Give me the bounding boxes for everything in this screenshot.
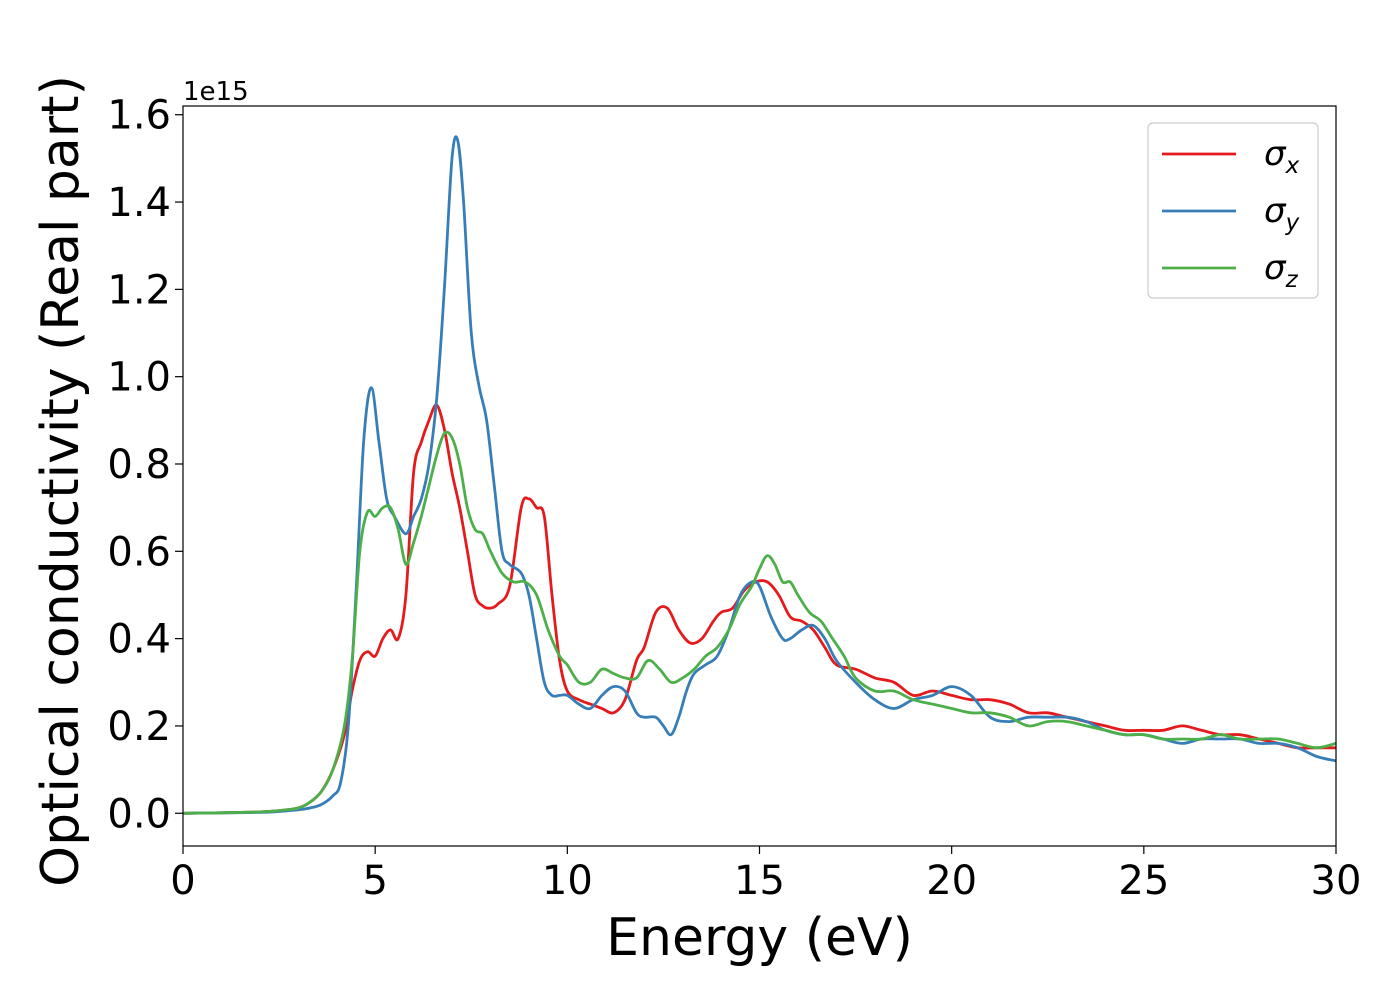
series-layer (183, 135, 1336, 815)
series-line-x (183, 403, 1336, 815)
legend-label-y: σy (1264, 191, 1300, 236)
x-tick-label: 25 (1118, 858, 1169, 904)
y-axis-offset-label: 1e15 (183, 77, 249, 107)
y-tick-label: 1.2 (107, 267, 171, 313)
y-tick-label: 0.8 (107, 442, 171, 488)
x-axis-title: Energy (eV) (606, 908, 913, 968)
y-tick-label: 0.4 (107, 617, 171, 663)
legend-label-x: σx (1264, 134, 1300, 179)
x-axis-ticks: 0 5 10 15 20 25 30 (170, 846, 1361, 904)
x-tick-label: 15 (734, 858, 785, 904)
x-tick-label: 0 (170, 858, 195, 904)
legend: σx σy σz (1147, 122, 1319, 299)
legend-label-z: σz (1264, 248, 1299, 293)
y-tick-label: 0.2 (107, 704, 171, 750)
y-tick-label: 1.4 (107, 180, 171, 226)
x-tick-label: 5 (362, 858, 387, 904)
y-axis-title: Optical conductivity (Real part) (31, 75, 91, 887)
y-tick-label: 1.0 (107, 355, 171, 401)
x-tick-label: 10 (542, 858, 593, 904)
x-tick-label: 30 (1311, 858, 1362, 904)
series-line-z (183, 430, 1336, 815)
x-tick-label: 20 (926, 858, 977, 904)
y-tick-label: 1.6 (107, 93, 171, 139)
y-axis-ticks: 0.0 0.2 0.4 0.6 0.8 1.0 1.2 1.4 1.6 (107, 93, 183, 837)
y-tick-label: 0.0 (107, 791, 171, 837)
y-tick-label: 0.6 (107, 529, 171, 575)
